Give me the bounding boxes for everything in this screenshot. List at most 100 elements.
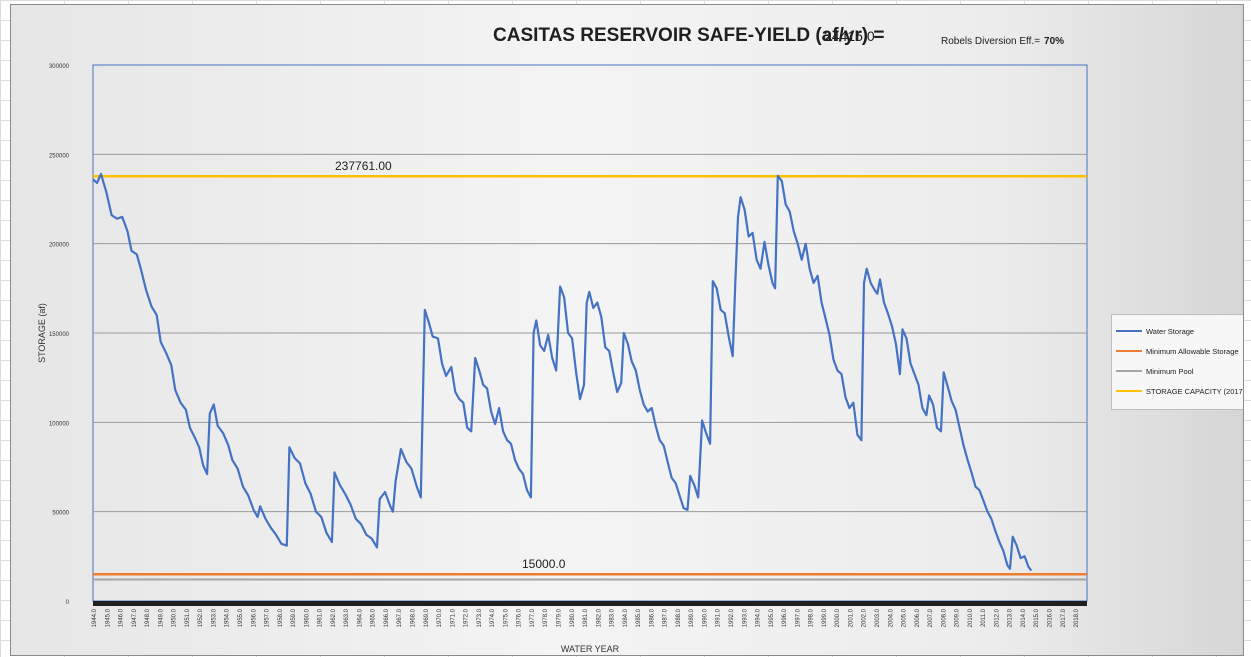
legend-label: Minimum Pool: [1146, 366, 1194, 376]
x-tick-label: 1946.0: [119, 608, 125, 627]
x-tick-label: 1994.0: [756, 608, 762, 627]
x-tick-label: 1953.0: [211, 608, 217, 627]
x-tick-label: 1986.0: [649, 608, 655, 627]
x-tick-label: 1955.0: [238, 608, 244, 627]
x-tick-label: 1985.0: [636, 608, 642, 627]
x-tick-label: 2003.0: [875, 608, 881, 627]
x-tick-label: 1956.0: [251, 608, 257, 627]
x-tick-label: 1958.0: [278, 608, 284, 627]
x-tick-label: 1973.0: [477, 608, 483, 627]
x-tick-label: 2012.0: [994, 608, 1000, 627]
robels-diversion-text: Robels Diversion Eff.=: [941, 36, 1041, 47]
y-axis-title: STORAGE (af): [37, 303, 47, 363]
y-tick-label: 0: [66, 600, 70, 606]
x-tick-label: 1998.0: [809, 608, 815, 627]
x-tick-label: 1982.0: [596, 608, 602, 627]
x-tick-label: 1999.0: [822, 608, 828, 627]
legend-item-water-storage: Water Storage: [1116, 321, 1243, 341]
x-tick-label: 1984.0: [623, 608, 629, 627]
x-tick-label: 1951.0: [185, 608, 191, 627]
chart-legend[interactable]: Water Storage Minimum Allowable Storage …: [1111, 314, 1244, 410]
x-tick-label: 2018.0: [1074, 608, 1080, 627]
x-tick-label: 1957.0: [265, 608, 271, 627]
y-tick-label: 250000: [49, 153, 70, 159]
legend-swatch-minimum-pool: [1116, 370, 1142, 372]
y-tick-label: 150000: [49, 332, 70, 338]
legend-item-minimum-pool: Minimum Pool: [1116, 361, 1243, 381]
x-tick-label: 1971.0: [450, 608, 456, 627]
robels-diversion-value: 70%: [1044, 36, 1065, 47]
x-tick-label: 2011.0: [981, 608, 987, 627]
y-tick-label: 200000: [49, 243, 70, 249]
x-tick-label: 2010.0: [968, 608, 974, 627]
legend-label: Water Storage: [1146, 326, 1195, 336]
x-tick-label: 1963.0: [344, 608, 350, 627]
x-tick-label: 1996.0: [782, 608, 788, 627]
legend-item-storage-capacity: STORAGE CAPACITY (2017): [1116, 381, 1244, 401]
legend-label: STORAGE CAPACITY (2017): [1146, 386, 1244, 396]
x-tick-label: 1976.0: [517, 608, 523, 627]
x-tick-label: 1962.0: [331, 608, 337, 627]
x-tick-label: 1979.0: [556, 608, 562, 627]
x-tick-label: 1988.0: [676, 608, 682, 627]
legend-label: Minimum Allowable Storage: [1146, 346, 1239, 356]
x-tick-label: 1989.0: [689, 608, 695, 627]
x-tick-label: 1977.0: [530, 608, 536, 627]
x-tick-label: 1945.0: [105, 608, 111, 627]
x-tick-label: 1981.0: [583, 608, 589, 627]
x-tick-label: 1950.0: [172, 608, 178, 627]
x-tick-label: 1952.0: [198, 608, 204, 627]
x-tick-label: 2000.0: [835, 608, 841, 627]
x-axis-title: WATER YEAR: [561, 644, 620, 654]
x-tick-label: 2014.0: [1021, 608, 1027, 627]
x-tick-label: 1991.0: [716, 608, 722, 627]
x-tick-label: 1972.0: [464, 608, 470, 627]
legend-swatch-storage-capacity: [1116, 390, 1142, 392]
capacity-annotation: 237761.00: [335, 159, 392, 173]
x-tick-label: 1966.0: [384, 608, 390, 627]
chart-area[interactable]: CASITAS RESERVOIR SAFE-YIELD (af/yr) = 2…: [10, 4, 1244, 656]
x-tick-label: 1960.0: [304, 608, 310, 627]
x-tick-label: 2013.0: [1008, 608, 1014, 627]
x-tick-label: 1992.0: [729, 608, 735, 627]
x-tick-label: 1980.0: [570, 608, 576, 627]
x-tick-label: 2002.0: [862, 608, 868, 627]
x-tick-label: 2007.0: [928, 608, 934, 627]
legend-item-minimum-allowable: Minimum Allowable Storage: [1116, 341, 1243, 361]
x-tick-label: 1967.0: [397, 608, 403, 627]
robels-diversion-label: Robels Diversion Eff.= 70%: [941, 36, 1064, 47]
x-tick-label: 1965.0: [371, 608, 377, 627]
x-tick-label: 1978.0: [543, 608, 549, 627]
x-tick-label: 2001.0: [848, 608, 854, 627]
minimum-storage-annotation: 15000.0: [522, 557, 566, 571]
x-tick-label: 1961.0: [318, 608, 324, 627]
x-tick-label: 1997.0: [795, 608, 801, 627]
x-tick-label: 2004.0: [888, 608, 894, 627]
x-tick-label: 1969.0: [424, 608, 430, 627]
x-tick-label: 2017.0: [1061, 608, 1067, 627]
x-tick-label: 1944.0: [92, 608, 98, 627]
x-tick-label: 1954.0: [225, 608, 231, 627]
x-tick-label: 2006.0: [915, 608, 921, 627]
x-tick-label: 1975.0: [503, 608, 509, 627]
x-tick-label: 1968.0: [411, 608, 417, 627]
safe-yield-value: 24415.0: [824, 28, 875, 44]
legend-swatch-minimum-allowable: [1116, 350, 1142, 352]
x-tick-label: 1993.0: [742, 608, 748, 627]
x-tick-label: 1959.0: [291, 608, 297, 627]
chart-title: CASITAS RESERVOIR SAFE-YIELD (af/yr) =: [493, 25, 885, 46]
water-storage-line: [92, 172, 1033, 572]
y-tick-label: 100000: [49, 421, 70, 427]
x-tick-label: 2005.0: [902, 608, 908, 627]
x-tick-label: 1947.0: [132, 608, 138, 627]
x-tick-label: 1970.0: [437, 608, 443, 627]
x-axis-band: [93, 601, 1087, 606]
x-tick-label: 1949.0: [158, 608, 164, 627]
x-tick-label: 2009.0: [955, 608, 961, 627]
y-tick-label: 50000: [52, 511, 69, 517]
x-tick-label: 2016.0: [1048, 608, 1054, 627]
x-tick-label: 2015.0: [1034, 608, 1040, 627]
y-tick-label: 300000: [49, 64, 70, 70]
legend-swatch-water-storage: [1116, 330, 1142, 332]
x-tick-label: 1974.0: [490, 608, 496, 627]
